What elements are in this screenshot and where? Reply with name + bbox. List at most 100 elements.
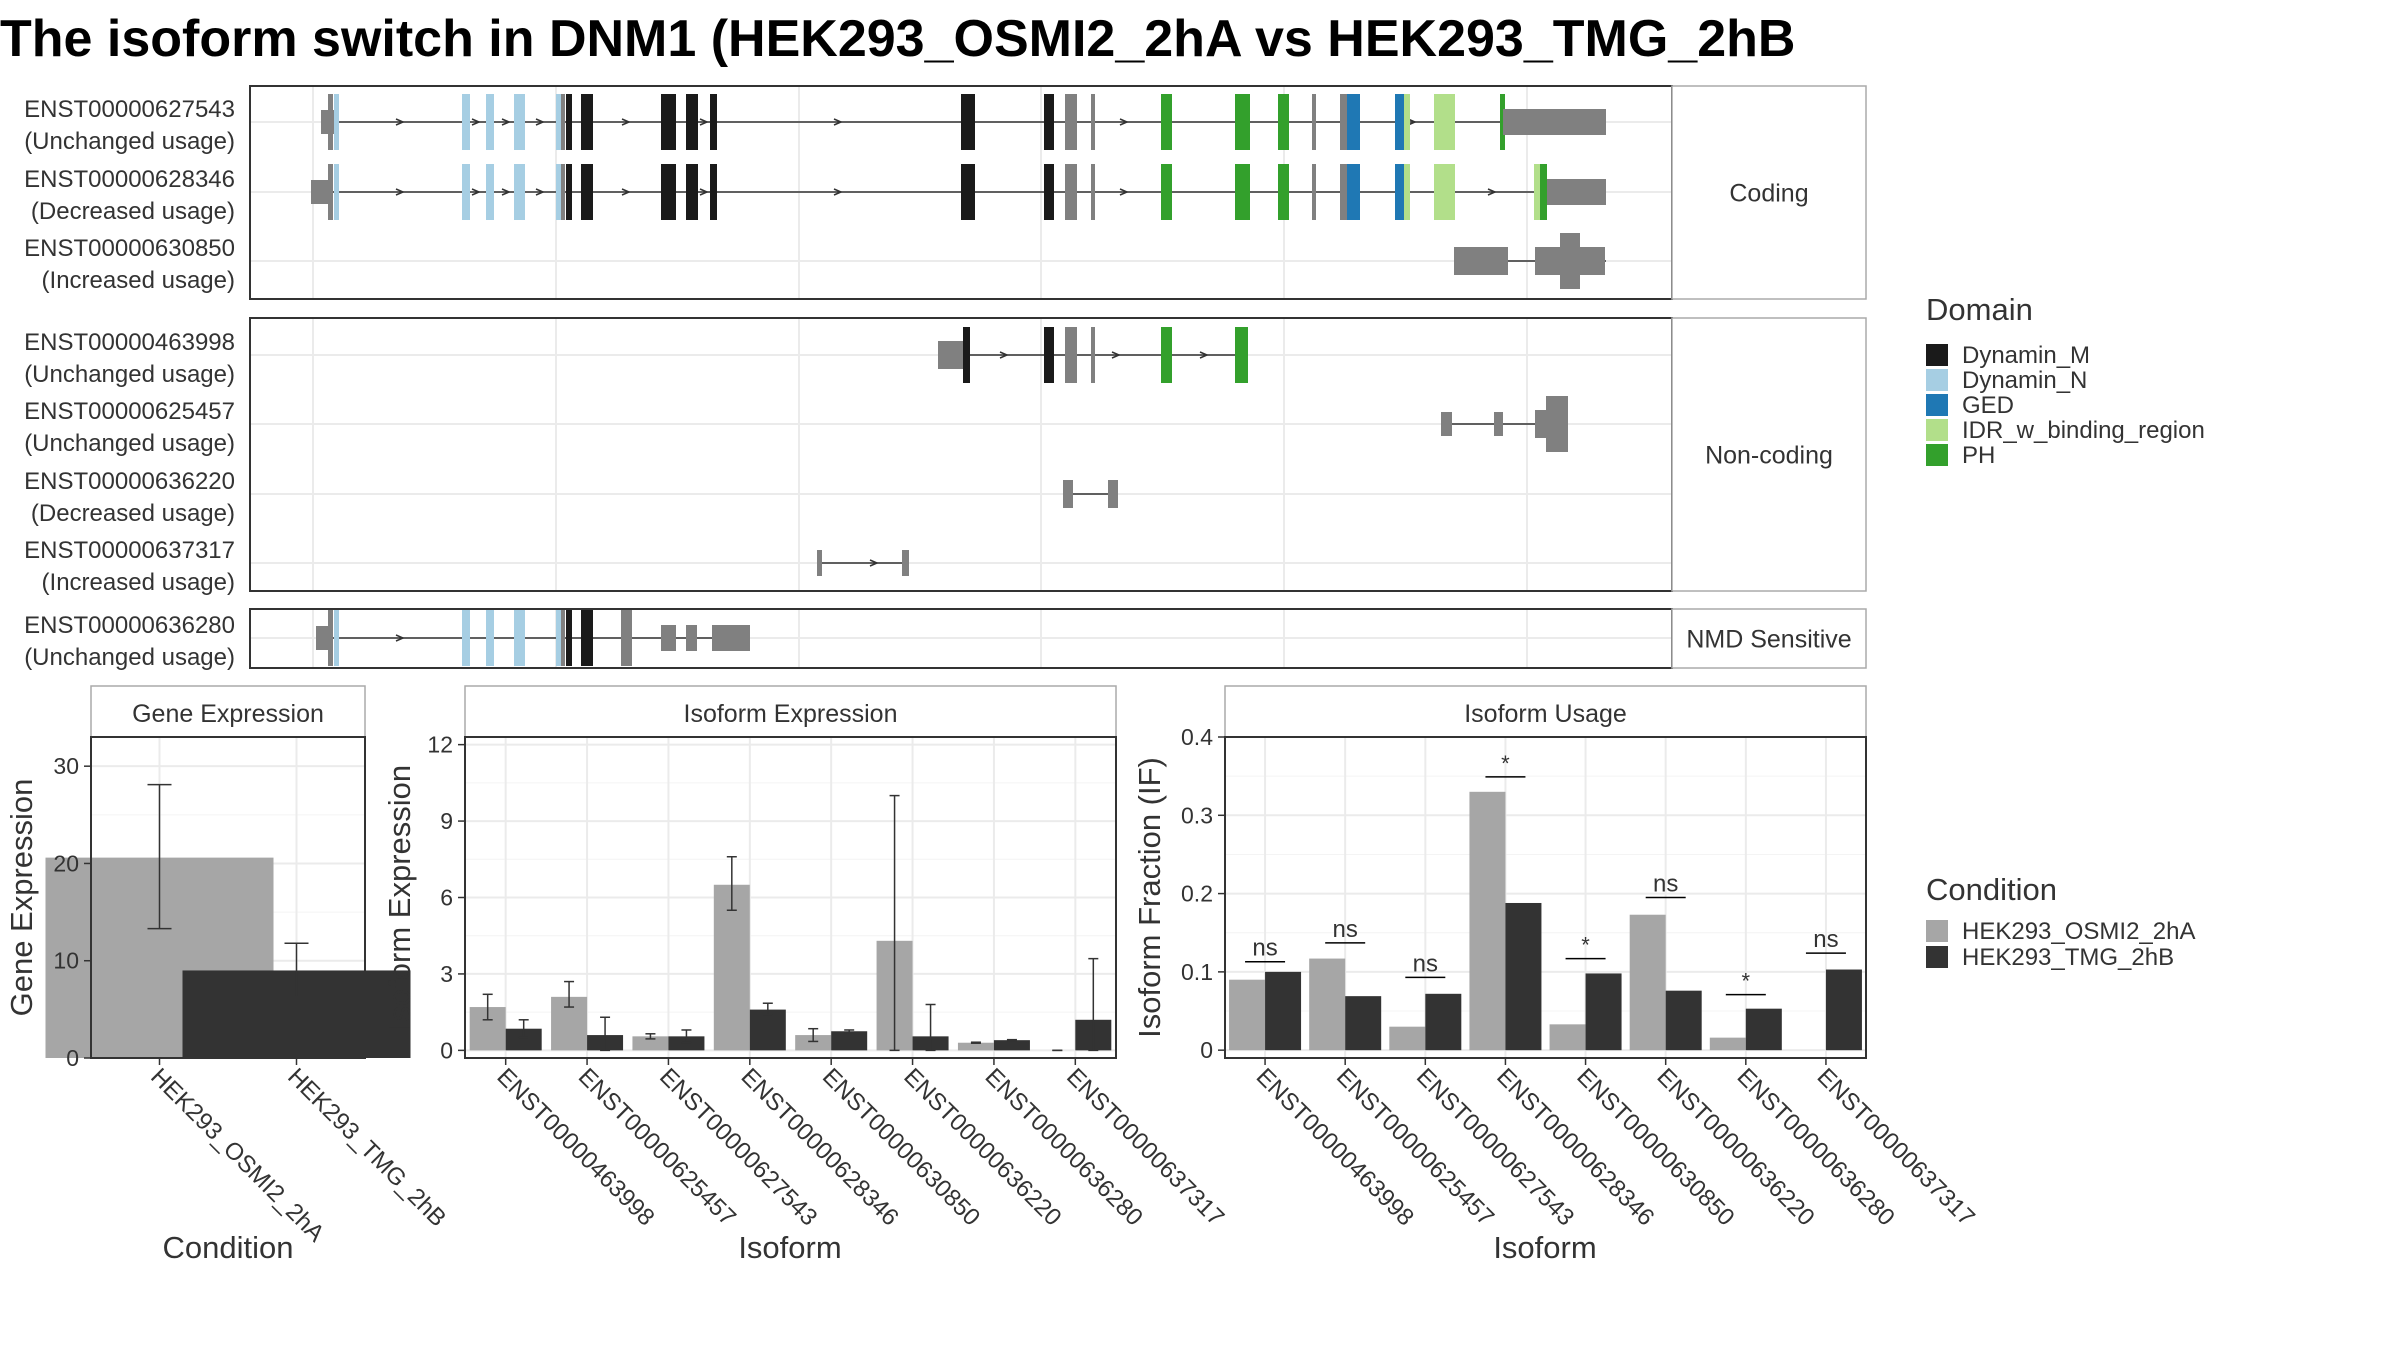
strand-arrow xyxy=(471,118,481,126)
exon-dynamin_n xyxy=(514,94,525,150)
x-tick-label: ENST00000463998 xyxy=(491,1063,659,1231)
bar-HEK293_TMG_2hB-ENST00000636220 xyxy=(1665,990,1702,1051)
exon-noncoding_exon xyxy=(1547,179,1606,205)
transcript-usage-label: (Increased usage) xyxy=(42,569,235,596)
transcript-id-label: ENST00000628346 xyxy=(24,166,235,193)
transcript-usage-label: (Decreased usage) xyxy=(31,198,235,225)
exon-dynamin_n xyxy=(486,610,494,666)
y-tick-label: 0 xyxy=(1200,1037,1213,1063)
exon-noncoding_exon xyxy=(1503,109,1606,135)
exon-noncoding_exon xyxy=(561,94,565,150)
facet-strip xyxy=(90,685,366,738)
x-tick-label: ENST00000630850 xyxy=(1571,1063,1739,1231)
bar-HEK293_TMG_2hB-ENST00000636280 xyxy=(1745,1008,1782,1051)
exon-noncoding_exon xyxy=(1340,164,1347,220)
exon-noncoding_exon xyxy=(1091,94,1095,150)
transcript-panel-nmd-sensitive: NMD Sensitive ENST00000636280 (Unchanged u… xyxy=(24,608,1867,671)
condition-legend-swatch xyxy=(1926,946,1948,968)
domain-legend-swatch xyxy=(1926,394,1948,416)
exon-idr_w_binding_region xyxy=(1404,164,1410,220)
y-axis-title: Isoform Expression xyxy=(382,765,417,1030)
x-axis-title: Condition xyxy=(163,1230,294,1265)
exon-ged xyxy=(1347,94,1360,150)
condition-legend-title: Condition xyxy=(1926,872,2057,907)
exon-noncoding_exon xyxy=(1065,327,1077,383)
bar-HEK293_OSMI2_2hA-ENST00000627543 xyxy=(1389,1026,1426,1051)
strand-arrow xyxy=(699,118,709,126)
exon-noncoding_exon xyxy=(621,610,632,666)
panel-strip-label: Non-coding xyxy=(1705,442,1833,470)
exon-dynamin_n xyxy=(486,164,494,220)
exon-ph xyxy=(1161,164,1172,220)
y-axis-title: Gene Expression xyxy=(4,779,39,1017)
exon-dynamin_m xyxy=(710,164,717,220)
exon-dynamin_m xyxy=(961,94,975,150)
condition-legend-label: HEK293_TMG_2hB xyxy=(1962,944,2174,971)
exon-dynamin_n xyxy=(556,164,561,220)
bar-HEK293_OSMI2_2hA-ENST00000628346 xyxy=(713,884,750,1051)
bar-HEK293_TMG_2hB-ENST00000628346 xyxy=(1505,902,1542,1051)
bar-charts: Gene Expression0102030HEK293_OSMI2_2hAHE… xyxy=(4,685,1980,1265)
exon-ph xyxy=(1500,94,1505,150)
exon-noncoding_exon xyxy=(1108,480,1118,508)
x-tick-label: ENST00000637317 xyxy=(1061,1063,1229,1231)
exon-dynamin_m xyxy=(686,94,698,150)
exon-dynamin_m xyxy=(1044,327,1054,383)
y-tick-label: 9 xyxy=(440,808,453,834)
exon-noncoding_exon xyxy=(1340,94,1347,150)
exon-dynamin_m xyxy=(710,94,717,150)
panel-strip-label: Coding xyxy=(1729,180,1808,208)
strand-arrow xyxy=(501,118,511,126)
panel-strip xyxy=(1671,317,1867,592)
bar-HEK293_OSMI2_2hA-ENST00000463998 xyxy=(1229,979,1266,1051)
strand-arrow xyxy=(1199,351,1209,359)
significance-label: * xyxy=(1742,969,1751,994)
exon-dynamin_n xyxy=(486,94,494,150)
exon-ph xyxy=(1161,94,1172,150)
transcript-usage-label: (Unchanged usage) xyxy=(24,361,235,388)
domain-legend-label: PH xyxy=(1962,442,1995,469)
exon-dynamin_m xyxy=(581,94,593,150)
exon-noncoding_exon xyxy=(938,341,963,369)
transcript-panel-coding: Coding ENST00000627543 (Unchanged usage) EN… xyxy=(24,85,1867,300)
facet-strip xyxy=(464,685,1117,738)
bar-HEK293_TMG_2hB-ENST00000630850 xyxy=(1585,973,1622,1051)
y-tick-label: 12 xyxy=(427,732,453,758)
exon-ged xyxy=(1347,164,1360,220)
y-tick-label: 0 xyxy=(440,1037,453,1063)
y-tick-label: 3 xyxy=(440,961,453,987)
y-tick-label: 6 xyxy=(440,885,453,911)
significance-label: ns xyxy=(1413,950,1438,977)
strand-arrow xyxy=(621,118,631,126)
bar-HEK293_OSMI2_2hA-ENST00000630850 xyxy=(1549,1024,1586,1051)
significance-label: * xyxy=(1501,751,1510,776)
exon-noncoding_exon xyxy=(328,94,333,150)
strand-arrow xyxy=(395,118,405,126)
exon-noncoding_exon xyxy=(1065,94,1077,150)
strand-arrow xyxy=(999,351,1009,359)
x-tick-label: ENST00000627543 xyxy=(1411,1063,1579,1231)
exon-dynamin_n xyxy=(462,164,470,220)
exon-noncoding_exon xyxy=(1560,233,1580,289)
figure-title: The isoform switch in DNM1 (HEK293_OSMI2… xyxy=(0,10,1795,68)
panel-strip xyxy=(1671,608,1867,669)
exon-noncoding_exon xyxy=(1312,94,1316,150)
exon-noncoding_exon xyxy=(661,625,676,651)
transcript-id-label: ENST00000636220 xyxy=(24,468,235,495)
exon-dynamin_n xyxy=(334,164,339,220)
exon-noncoding_exon xyxy=(1441,412,1452,436)
exon-ph xyxy=(1235,94,1250,150)
exon-noncoding_exon xyxy=(712,625,750,651)
transcript-usage-label: (Unchanged usage) xyxy=(24,430,235,457)
exon-dynamin_n xyxy=(462,94,470,150)
strand-arrow xyxy=(501,188,511,196)
strand-arrow xyxy=(1111,351,1121,359)
y-tick-label: 20 xyxy=(53,850,79,876)
transcript-panel-non-coding: Non-coding ENST00000463998 (Unchanged usag… xyxy=(24,317,1867,596)
y-tick-label: 0.2 xyxy=(1181,881,1213,907)
exon-noncoding_exon xyxy=(1065,164,1077,220)
x-tick-label: ENST00000636220 xyxy=(898,1063,1066,1231)
x-tick-label: ENST00000625457 xyxy=(1331,1063,1499,1231)
chart-isoform-expression: Isoform Expression 0 3 6 9 12 ENST00000463998 E… xyxy=(382,685,1229,1265)
